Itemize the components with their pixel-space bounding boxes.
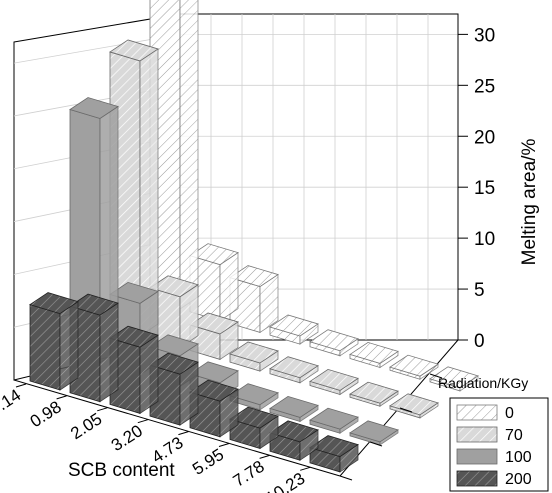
bar-100-4.73 [229,383,279,411]
y-tick-label: 25 [474,76,495,97]
bar-100-7.78 [309,407,359,434]
x-tick-label: 3.20 [108,421,146,455]
y-tick-label: 15 [474,178,495,199]
bar-200-10.23 [309,435,359,473]
depth-tick [339,475,353,481]
depth-tick [429,373,443,379]
bar-0-4.73 [309,329,359,357]
legend-label: 100 [505,449,532,466]
depth-tick [369,441,383,447]
legend-swatch [456,470,498,487]
bar-70-10.23 [389,393,439,419]
x-tick [259,454,270,459]
x-tick [178,431,189,436]
y-tick-label: 30 [474,25,495,46]
bar-100-10.23 [349,420,399,446]
x-tick-label: 2.05 [67,409,105,443]
bar-70-3.20 [229,341,279,372]
x-tick [218,443,230,447]
bar-0-5.95 [349,341,399,369]
bar-70-4.73 [269,356,319,384]
legend-title: Radiation/KGy [438,375,528,391]
bars-group [29,0,479,473]
y-tick-label: 0 [474,331,485,352]
bar-200-5.95 [229,406,279,450]
legend-label: 0 [505,405,514,422]
legend-label: 70 [505,427,523,444]
x-tick [97,407,108,412]
x-tick-label: 0.98 [27,397,65,431]
bar-200-0.14 [29,292,79,391]
y-tick-label: 10 [474,229,495,250]
floor-front-edge [13,379,341,477]
bar-0-3.20 [269,314,319,345]
x-tick-label: 7.78 [230,457,268,491]
bar-70-5.95 [309,368,359,396]
legend-swatch [456,404,498,421]
y-axis: 0 5 10 15 20 25 30 [457,14,495,352]
x-tick [137,419,148,424]
legend: Radiation/KGy 0 70 100 200 [438,375,549,492]
legend-swatch [456,448,498,465]
legend-label: 200 [505,471,532,488]
y-axis-title: Melting area/% [519,139,540,266]
bar-200-2.05 [109,325,159,415]
x-tick-label: 0.14 [0,385,24,419]
legend-swatch [456,426,498,443]
x-tick [15,383,27,388]
bar-100-5.95 [269,395,319,423]
y-tick-label: 20 [474,127,495,148]
y-tick-label: 5 [474,280,485,301]
bar-0-10.23 [429,366,479,392]
x-tick [56,395,67,400]
bar-0-7.78 [389,354,439,380]
bar-70-7.78 [349,381,399,407]
depth-tick [399,407,413,413]
x-tick-label: 10.23 [262,469,308,493]
x-tick [300,466,311,471]
x-tick-label: 5.95 [189,445,227,479]
x-axis-title: SCB content [68,460,175,481]
